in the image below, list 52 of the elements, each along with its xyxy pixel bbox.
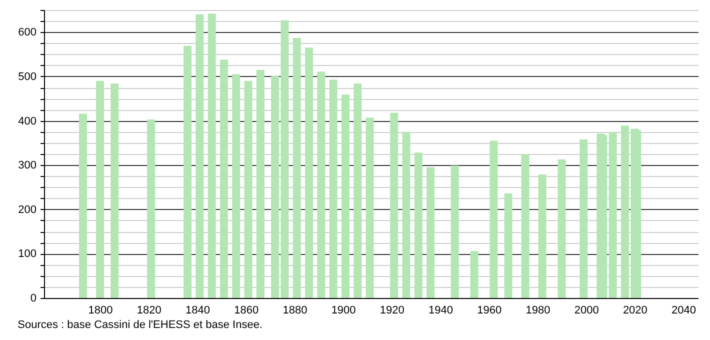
x-tick-label: 2000 [574,304,599,316]
x-tick-label: 1980 [526,304,550,316]
bar [256,70,264,298]
bar [292,38,301,298]
y-tick-label: 200 [18,204,36,216]
bar [402,132,410,298]
bar [558,159,566,298]
x-tick-label: 1920 [380,304,404,316]
x-tick-label: 2040 [672,304,696,316]
bar [608,132,617,298]
bar [244,80,252,298]
x-tick-label: 1880 [282,304,308,316]
bar [317,72,326,298]
bar [184,46,192,298]
bar [390,112,398,298]
x-tick-label: 1900 [331,304,356,316]
bar [538,174,546,298]
bar [580,139,588,298]
y-tick-label: 100 [18,248,36,260]
y-tick-label: 400 [18,115,36,128]
bar [110,84,119,298]
bar [470,251,478,298]
bar [79,114,88,298]
y-tick-label: 300 [18,160,36,172]
bar [329,80,338,298]
x-tick-label: 1800 [88,304,113,316]
bar [220,60,228,298]
bar [490,140,498,298]
bar [232,74,240,298]
bar [196,14,204,298]
x-tick-label: 1940 [428,304,454,316]
y-tick-label: 0 [30,292,36,304]
bar [305,48,314,298]
bar [96,80,104,298]
x-tick-label: 1840 [186,304,210,316]
bar [341,94,350,298]
bar [504,193,512,298]
bar [414,152,422,298]
y-tick-label: 500 [18,70,36,83]
bar [521,154,530,298]
x-tick-label: 1860 [234,304,259,316]
bar [208,14,216,298]
y-tick-label: 600 [18,26,36,39]
bar [450,166,459,298]
bar [426,167,435,298]
x-tick-label: 2020 [622,304,648,316]
bar [147,119,156,298]
x-tick-label: 1960 [477,304,502,316]
source-note: Sources : base Cassini de l'EHESS et base Insee. [18,319,262,331]
bar [366,118,374,298]
x-tick-label: 1820 [136,304,162,316]
bar [354,84,362,298]
